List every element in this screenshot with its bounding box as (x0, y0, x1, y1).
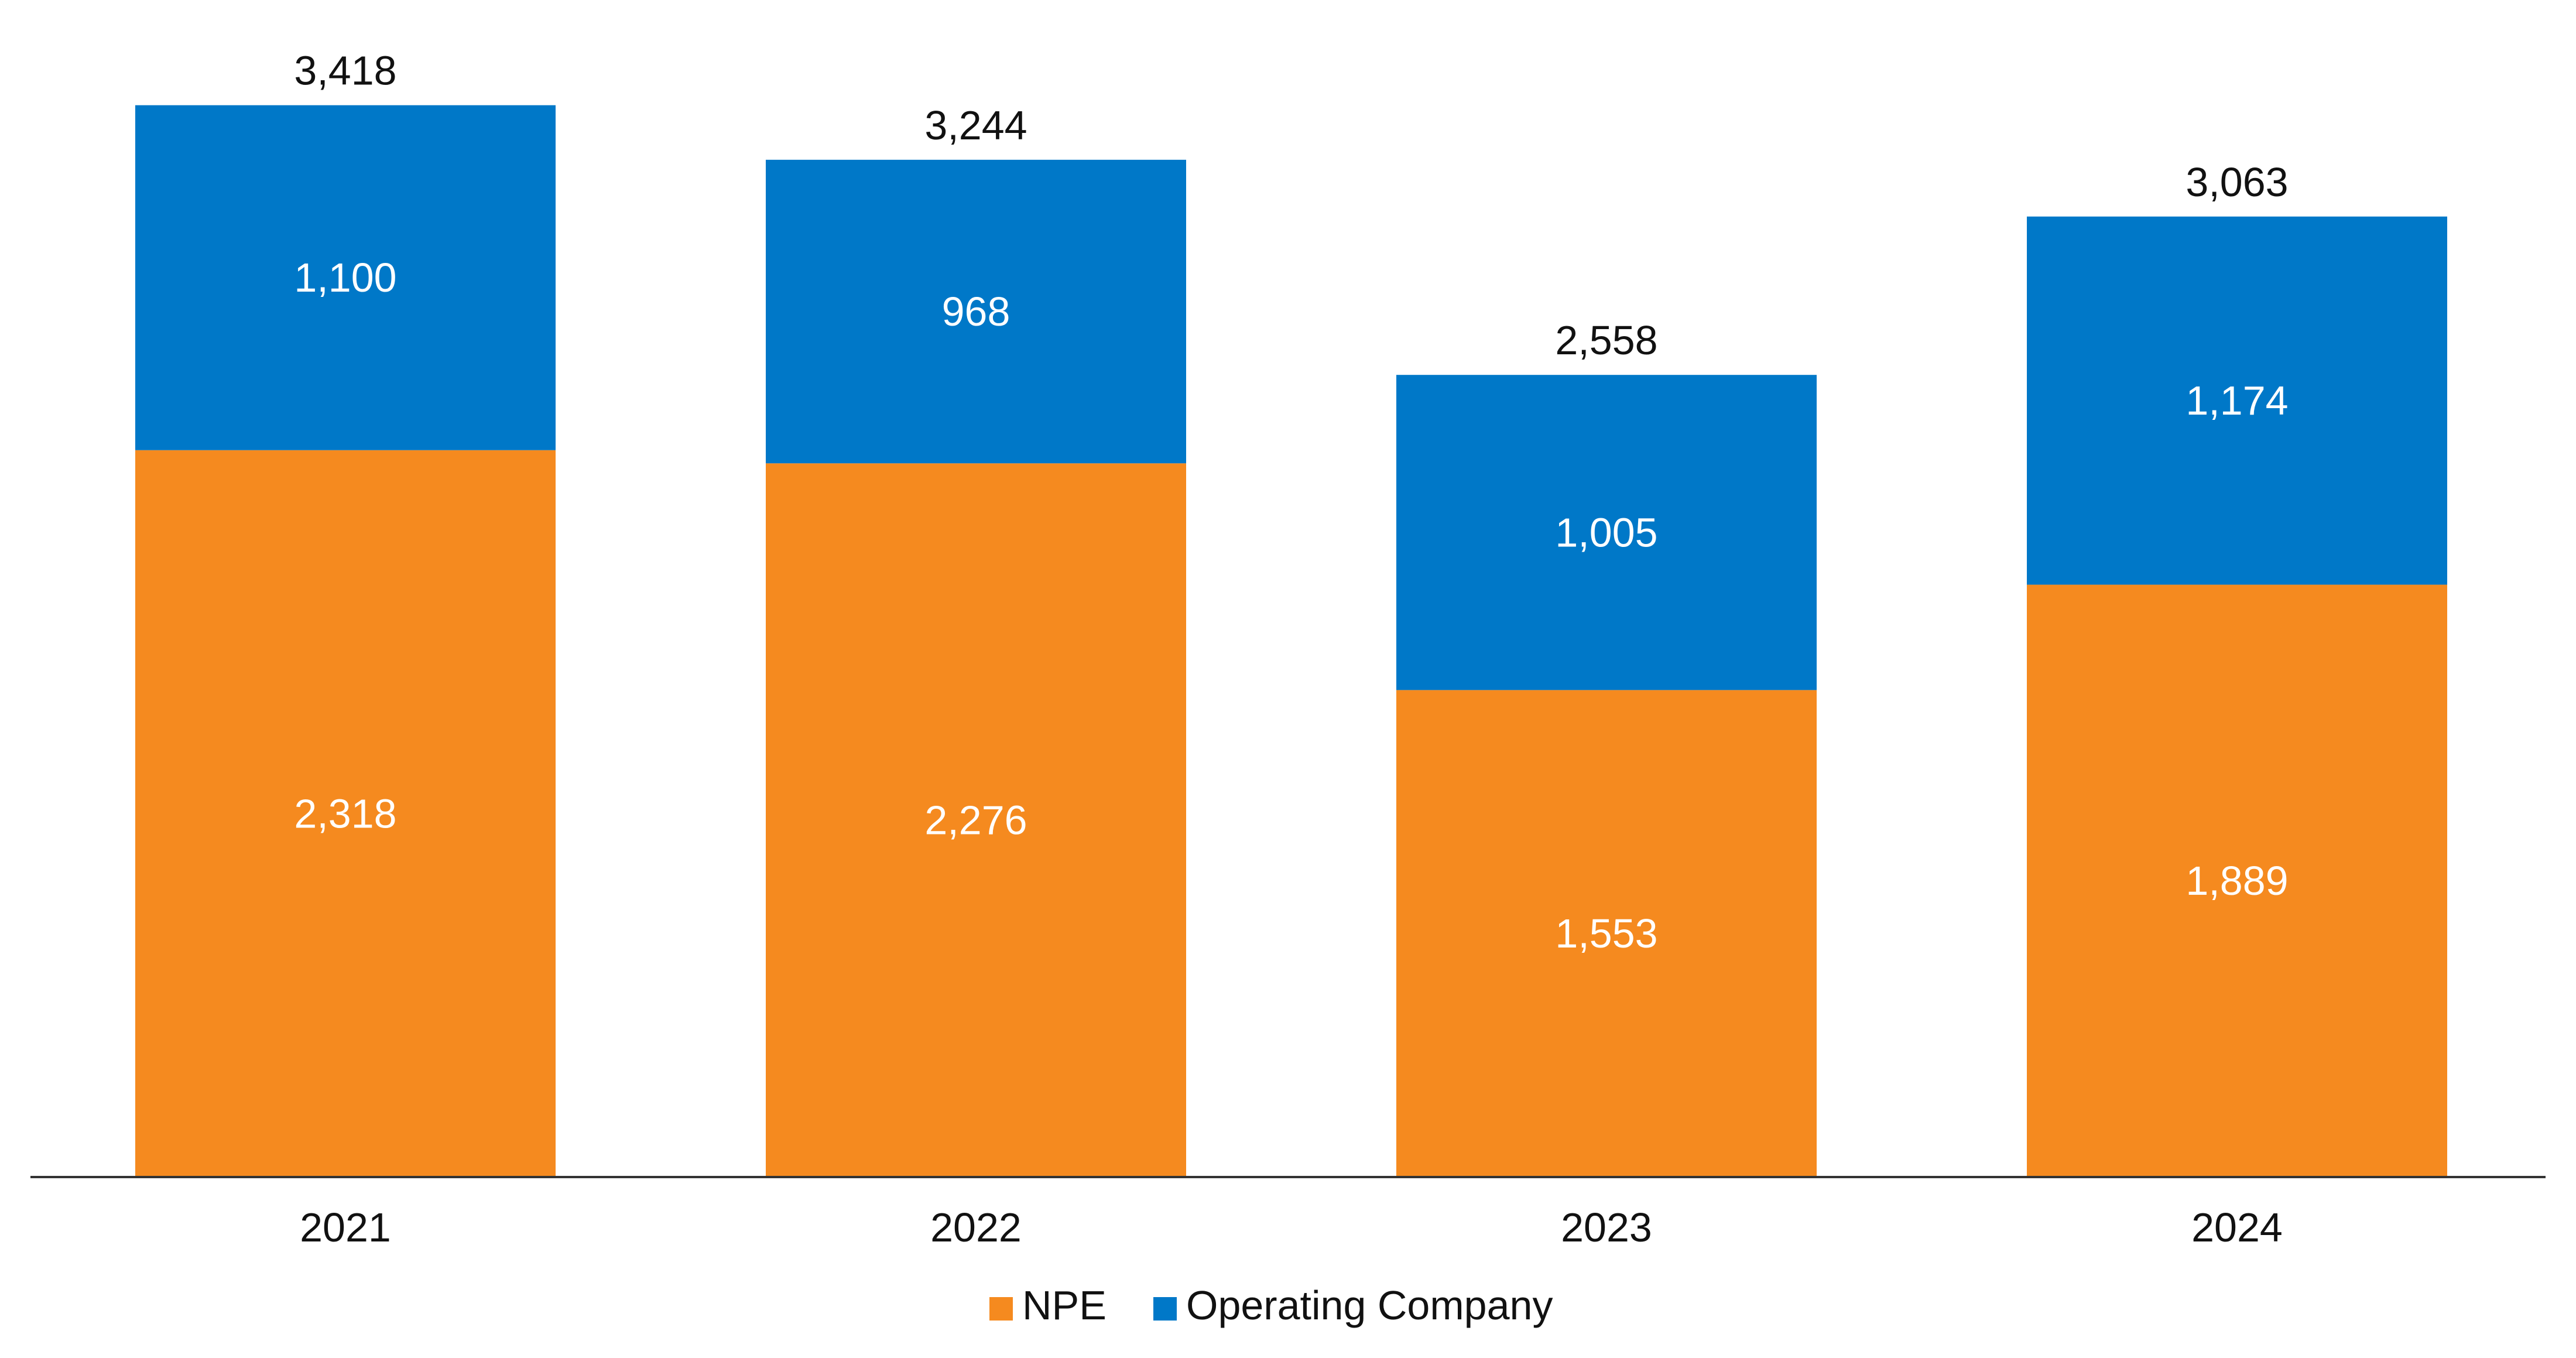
data-label-operating-company-2022: 968 (942, 289, 1010, 334)
data-label-npe-2022: 2,276 (924, 798, 1027, 843)
data-label-operating-company-2021: 1,100 (294, 255, 396, 300)
x-tick-label-2024: 2024 (2191, 1205, 2283, 1250)
data-label-operating-company-2023: 1,005 (1555, 509, 1657, 555)
legend-swatch-npe (989, 1297, 1013, 1321)
total-label-2024: 3,063 (2186, 159, 2288, 205)
data-label-npe-2021: 2,318 (294, 791, 396, 836)
legend-label-operating-company: Operating Company (1186, 1282, 1553, 1328)
legend: NPE Operating Company (989, 1282, 1553, 1328)
segment-labels-group: 2,318 1,100 2,276 968 1,553 1,005 1,889 1,174 (294, 255, 2288, 956)
total-label-2021: 3,418 (294, 48, 396, 94)
legend-label-npe: NPE (1022, 1282, 1107, 1328)
x-tick-label-2022: 2022 (930, 1205, 1022, 1250)
data-label-npe-2024: 1,889 (2186, 858, 2288, 904)
x-tick-label-2021: 2021 (300, 1205, 391, 1250)
category-labels-group: 2021 2022 2023 2024 (300, 1205, 2283, 1250)
total-label-2022: 3,244 (924, 102, 1027, 148)
data-label-npe-2023: 1,553 (1555, 911, 1657, 956)
legend-swatch-operating-company (1153, 1297, 1177, 1321)
x-tick-label-2023: 2023 (1561, 1205, 1652, 1250)
data-label-operating-company-2024: 1,174 (2186, 378, 2288, 423)
bars-group (135, 105, 2447, 1177)
total-label-2023: 2,558 (1555, 317, 1657, 363)
total-labels-group: 3,418 3,244 2,558 3,063 (294, 48, 2288, 364)
